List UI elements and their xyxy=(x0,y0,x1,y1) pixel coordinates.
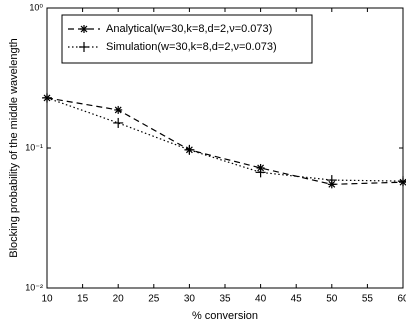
x-tick-label: 45 xyxy=(291,294,303,305)
series-line xyxy=(46,97,404,182)
y-tick-label: 10⁻² xyxy=(25,282,43,292)
x-tick-label: 60 xyxy=(397,294,406,305)
data-point xyxy=(398,176,406,187)
data-point xyxy=(42,92,52,103)
x-tick-label: 35 xyxy=(219,294,231,305)
x-axis-label: % conversion xyxy=(192,310,258,322)
x-tick-label: 55 xyxy=(362,294,374,305)
y-axis-label: Blocking probability of the middle wavel… xyxy=(8,38,20,258)
data-point xyxy=(114,105,123,114)
y-tick-label: 10⁻¹ xyxy=(25,142,43,152)
x-tick-label: 15 xyxy=(77,294,89,305)
legend-label: Analytical(w=30,k=8,d=2,ν=0.073) xyxy=(106,23,272,35)
legend-label: Simulation(w=30,k=8,d=2,ν=0.073) xyxy=(106,41,277,53)
x-tick-label: 30 xyxy=(184,294,196,305)
legend-marker xyxy=(79,42,89,52)
marker-stroke xyxy=(114,106,122,114)
series-line xyxy=(46,97,404,185)
x-tick-label: 25 xyxy=(148,294,160,305)
data-point xyxy=(255,167,266,178)
data-point xyxy=(184,144,195,155)
data-point xyxy=(326,175,337,186)
marker-stroke xyxy=(80,25,88,33)
y-tick-label: 10⁰ xyxy=(29,2,43,12)
legend-marker xyxy=(80,25,88,33)
x-tick-label: 50 xyxy=(326,294,338,305)
x-tick-label: 40 xyxy=(255,294,267,305)
data-point xyxy=(113,117,124,128)
legend-box xyxy=(61,14,313,64)
x-tick-label: 20 xyxy=(113,294,125,305)
x-tick-label: 10 xyxy=(41,294,53,305)
